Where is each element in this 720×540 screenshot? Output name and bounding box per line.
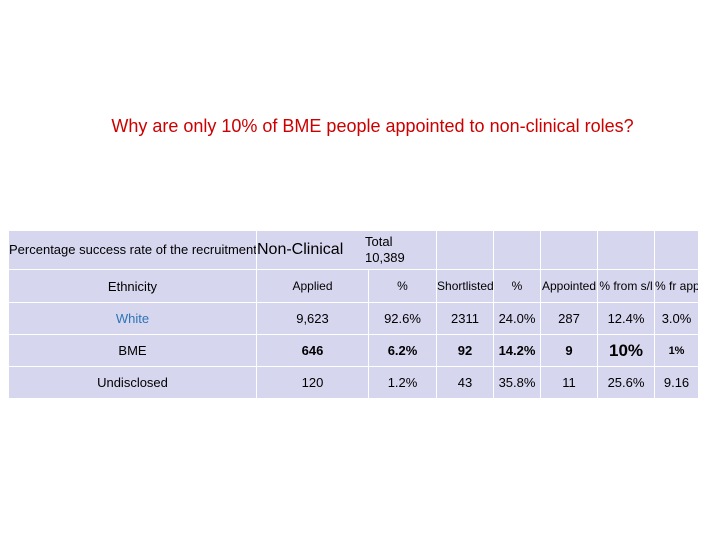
applied-pct-cell: 6.2% bbox=[367, 334, 438, 367]
pct-from-app-cell: 1% bbox=[654, 334, 700, 367]
empty-cell bbox=[436, 230, 495, 270]
applied-cell: 120 bbox=[256, 366, 369, 399]
column-header-applied: Applied bbox=[256, 269, 369, 303]
table-row-bme: BME 646 6.2% 92 14.2% 9 10% 1% bbox=[8, 334, 700, 367]
empty-cell bbox=[493, 230, 542, 270]
total-label: Total bbox=[365, 234, 393, 249]
total-value: 10,389 bbox=[365, 250, 405, 265]
column-header-shortlisted: Shortlisted bbox=[436, 269, 495, 303]
column-header-shortlisted-pct: % bbox=[493, 269, 542, 303]
pct-from-sl-cell: 12.4% bbox=[597, 302, 656, 335]
table-description: Percentage success rate of the recruitme… bbox=[8, 230, 257, 270]
pct-from-sl-cell: 10% bbox=[597, 334, 656, 367]
pct-from-app-cell: 3.0% bbox=[654, 302, 700, 335]
recruitment-table: Percentage success rate of the recruitme… bbox=[8, 230, 700, 399]
total-cell: Total 10,389 bbox=[365, 232, 436, 269]
applied-pct-cell: 1.2% bbox=[367, 366, 438, 399]
applied-cell: 646 bbox=[256, 334, 369, 367]
shortlisted-cell: 92 bbox=[436, 334, 495, 367]
category-cell: Non-Clinical Total 10,389 bbox=[255, 230, 438, 270]
slide-title: Why are only 10% of BME people appointed… bbox=[111, 116, 634, 136]
column-header-pct-from-sl: % from s/l bbox=[597, 269, 656, 303]
appointed-cell: 9 bbox=[540, 334, 599, 367]
empty-cell bbox=[597, 230, 656, 270]
column-header-appointed: Appointed bbox=[540, 269, 599, 303]
category-label: Non-Clinical bbox=[257, 241, 344, 258]
column-header-ethnicity: Ethnicity bbox=[8, 269, 257, 303]
table-header-row: Percentage success rate of the recruitme… bbox=[8, 230, 700, 270]
empty-cell bbox=[654, 230, 700, 270]
appointed-cell: 287 bbox=[540, 302, 599, 335]
applied-cell: 9,623 bbox=[256, 302, 369, 335]
pct-from-sl-cell: 25.6% bbox=[597, 366, 656, 399]
column-header-applied-pct: % bbox=[367, 269, 438, 303]
ethnicity-cell: BME bbox=[8, 334, 257, 367]
empty-cell bbox=[540, 230, 599, 270]
shortlisted-pct-cell: 14.2% bbox=[493, 334, 542, 367]
shortlisted-pct-cell: 35.8% bbox=[493, 366, 542, 399]
column-header-pct-from-app: % fr app bbox=[654, 269, 700, 303]
shortlisted-cell: 2311 bbox=[436, 302, 495, 335]
ethnicity-cell: Undisclosed bbox=[8, 366, 257, 399]
table-row-white: White 9,623 92.6% 2311 24.0% 287 12.4% 3… bbox=[8, 302, 700, 335]
applied-pct-cell: 92.6% bbox=[367, 302, 438, 335]
appointed-cell: 11 bbox=[540, 366, 599, 399]
table-row-undisclosed: Undisclosed 120 1.2% 43 35.8% 11 25.6% 9… bbox=[8, 366, 700, 399]
column-header-row: Ethnicity Applied % Shortlisted % Appoin… bbox=[8, 269, 700, 303]
shortlisted-pct-cell: 24.0% bbox=[493, 302, 542, 335]
shortlisted-cell: 43 bbox=[436, 366, 495, 399]
ethnicity-cell: White bbox=[8, 302, 257, 335]
pct-from-app-cell: 9.16 bbox=[654, 366, 700, 399]
